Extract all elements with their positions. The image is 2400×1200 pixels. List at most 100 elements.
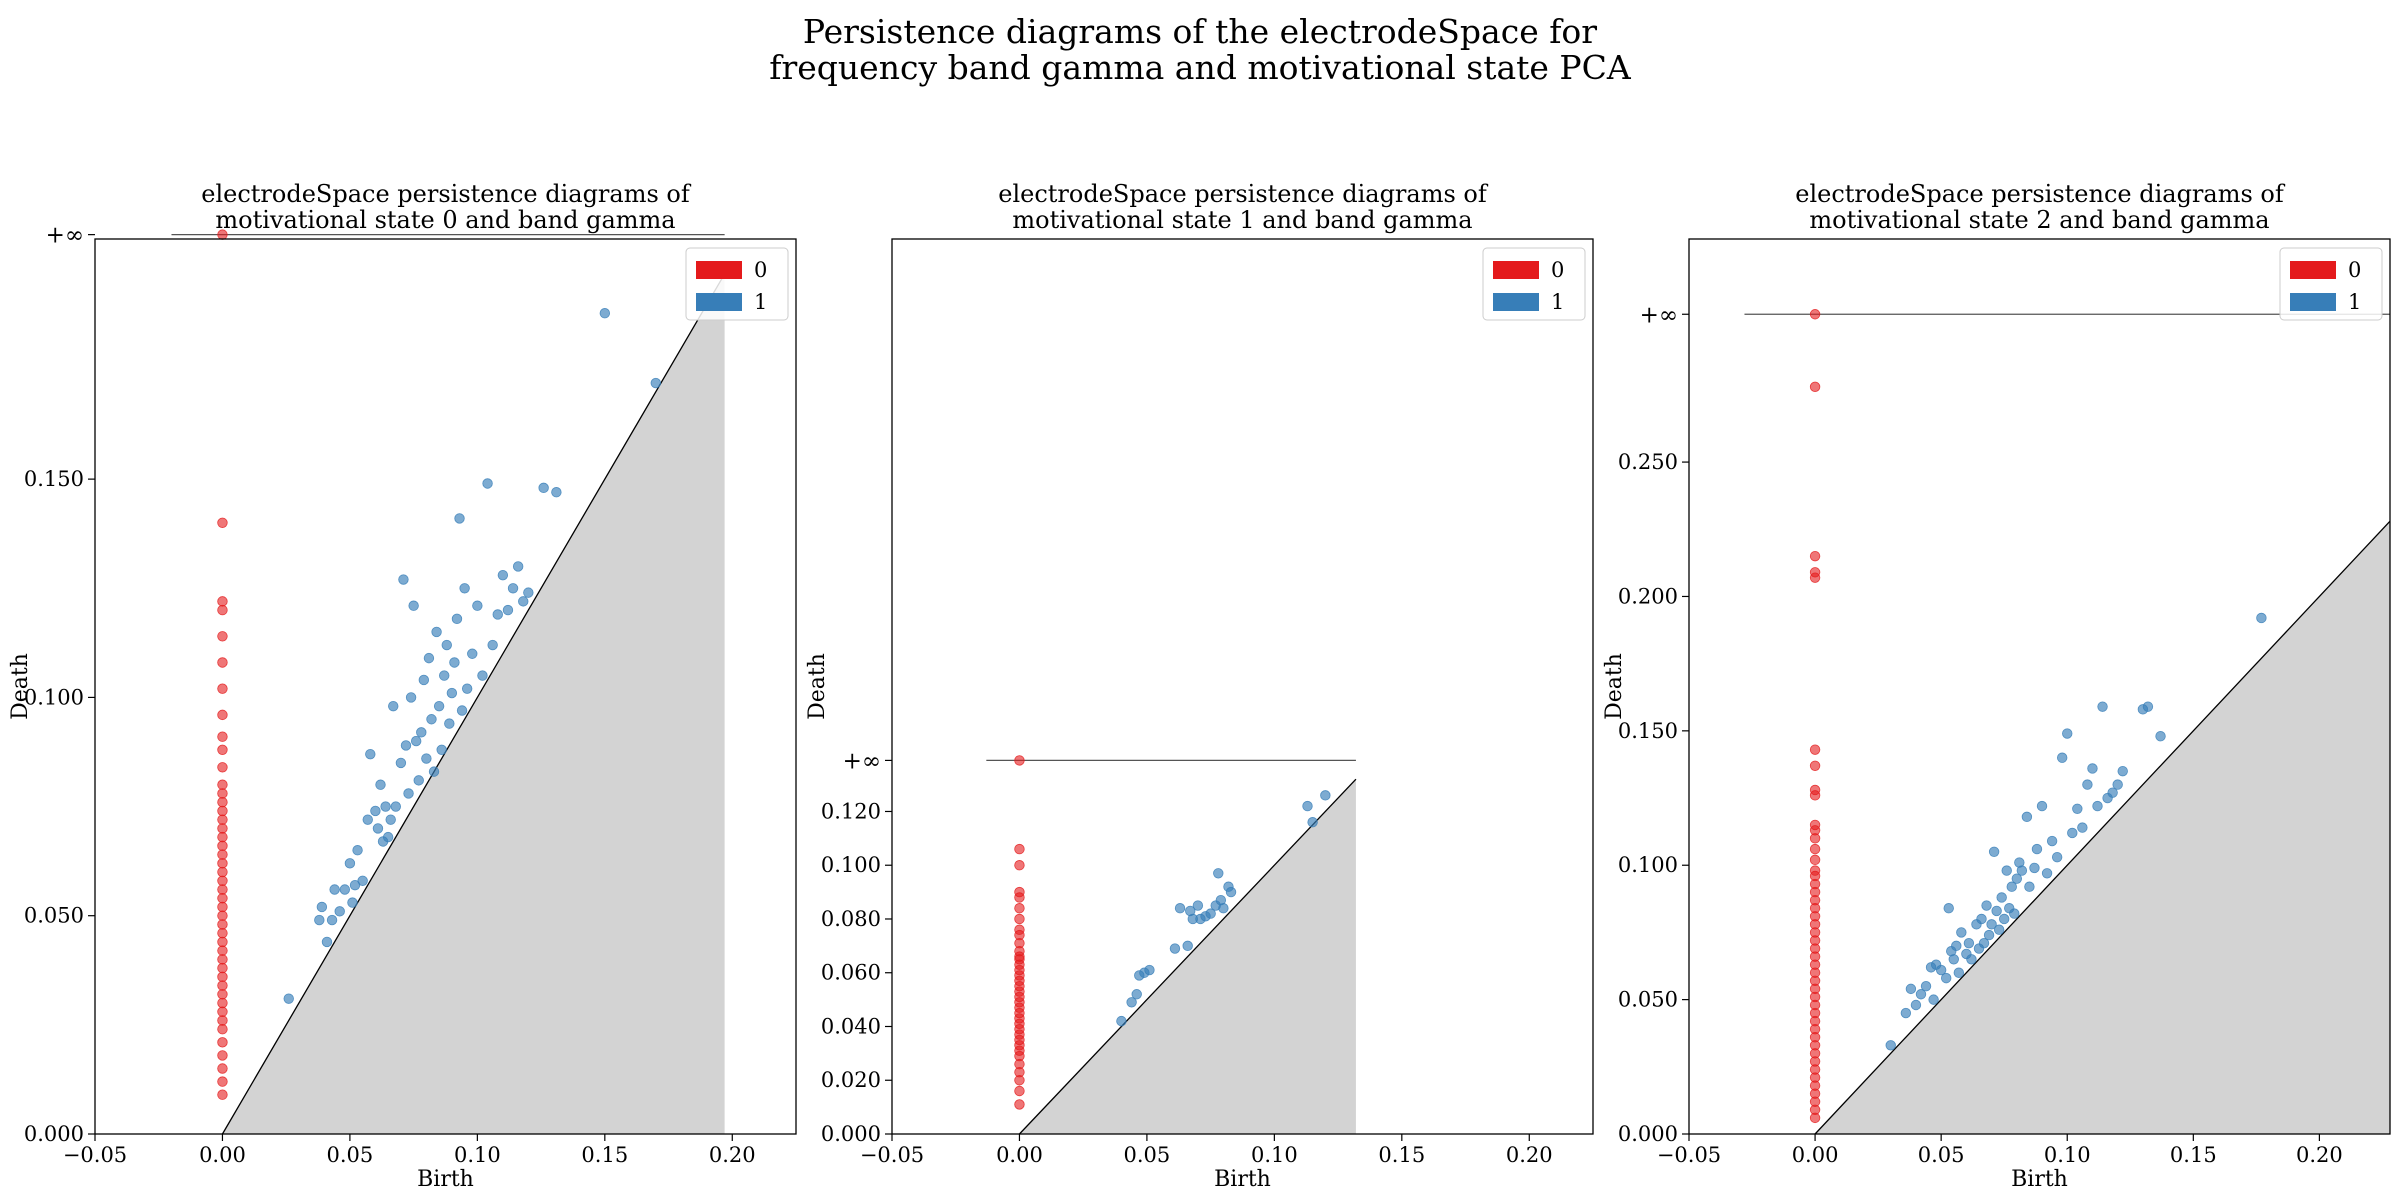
h1-point [1213,868,1224,879]
h0-point [217,875,228,886]
x-tick-label: 0.00 [1792,1143,1839,1167]
h0-point [217,1050,228,1061]
h1-point [461,683,473,694]
h0-point [217,901,228,913]
h1-point [418,674,430,686]
x-tick-label: 0.10 [454,1143,501,1167]
y-axis-label: Death [1602,653,1627,720]
x-tick-label: 0.20 [709,1143,756,1167]
h1-point [441,639,452,651]
figure-title-line-2: frequency band gamma and motivational st… [769,48,1631,87]
h1-point [1948,954,1959,965]
h1-point [314,914,325,926]
h0-point [217,1076,228,1087]
h1-point [2016,865,2028,876]
h1-point [1998,913,2010,925]
legend-swatch-0 [2290,261,2336,279]
h1-point [1996,892,2007,903]
h1-point [365,748,376,760]
h1-point [492,609,503,620]
x-tick-label: −0.05 [1657,1143,1721,1167]
h1-point [482,478,493,489]
h1-point [388,700,399,712]
h1-point [380,801,391,812]
h1-point [416,727,427,738]
x-tick-label: 0.10 [2044,1143,2091,1167]
y-tick-label: 0.000 [24,1122,84,1146]
h0-point [217,858,228,869]
h1-point [2072,803,2083,814]
h1-point [339,884,351,895]
h0-point [1809,309,1821,320]
subplot-title-line-2: motivational state 2 and band gamma [1809,206,2269,234]
subplot-title-line-2: motivational state 0 and band gamma [215,206,675,234]
h1-point [385,814,396,825]
h0-point [217,805,228,817]
h0-point [217,731,228,742]
h1-point [2092,800,2103,812]
h1-point [398,574,409,585]
h1-point [428,766,440,777]
h1-point [400,740,412,751]
x-tick-label: 0.10 [1251,1143,1298,1167]
h1-point [507,583,519,594]
h1-point [436,744,447,756]
x-tick-label: −0.05 [63,1143,127,1167]
h1-point [1302,800,1313,812]
axes-frame [1688,238,2391,1135]
h1-point [1928,994,1939,1005]
y-tick-label: 0.150 [1618,719,1678,743]
h1-point [2142,701,2154,712]
h0-point [217,683,228,694]
h0-point [217,631,228,642]
h1-point [459,583,470,594]
y-tick-label: 0.050 [1618,988,1678,1012]
h0-point [217,596,228,607]
h1-point [362,814,373,825]
h1-point [357,875,368,886]
subplot-title-line-1: electrodeSpace persistence diagrams of [201,180,692,208]
h1-point [487,639,498,651]
h0-point [217,823,228,834]
legend-swatch-1 [1493,293,1539,311]
h1-point [446,687,458,699]
h1-point [456,705,468,716]
h1-point [2006,881,2017,892]
h0-point [217,997,228,1009]
h0-point [217,945,228,956]
legend-label-0: 0 [1551,258,1564,282]
h0-point [1014,924,1025,935]
h0-point [217,762,228,773]
h1-point [1320,790,1331,801]
h1-point [1205,908,1216,919]
figure-title: Persistence diagrams of the electrodeSpa… [0,14,2400,86]
h1-point [2036,800,2048,812]
h1-point [326,914,338,926]
h1-point [1993,924,2005,935]
y-tick-label: 0.120 [821,799,881,823]
h0-point [1809,843,1821,855]
h1-point [1144,964,1155,976]
y-tick-label: 0.200 [1618,584,1678,608]
h0-point [1809,550,1821,562]
h0-point [217,796,228,808]
h0-point [217,1015,228,1026]
h0-point [1809,819,1821,831]
h0-point [217,884,228,895]
h0-point [1014,860,1025,871]
infinity-label: +∞ [1640,302,1678,328]
legend: 01 [2279,247,2383,321]
legend: 01 [685,247,789,321]
h1-point [1915,989,1927,1000]
h1-point [1943,903,1954,914]
h1-point [2024,881,2035,892]
legend-swatch-0 [696,261,742,279]
h1-point [1991,905,2002,917]
h0-point [1809,760,1821,771]
x-tick-label: 0.20 [2296,1143,2343,1167]
h0-point [217,840,228,852]
h0-point [1809,567,1821,578]
h1-point [1182,940,1193,952]
h0-point [217,893,228,904]
h1-point [408,600,419,611]
